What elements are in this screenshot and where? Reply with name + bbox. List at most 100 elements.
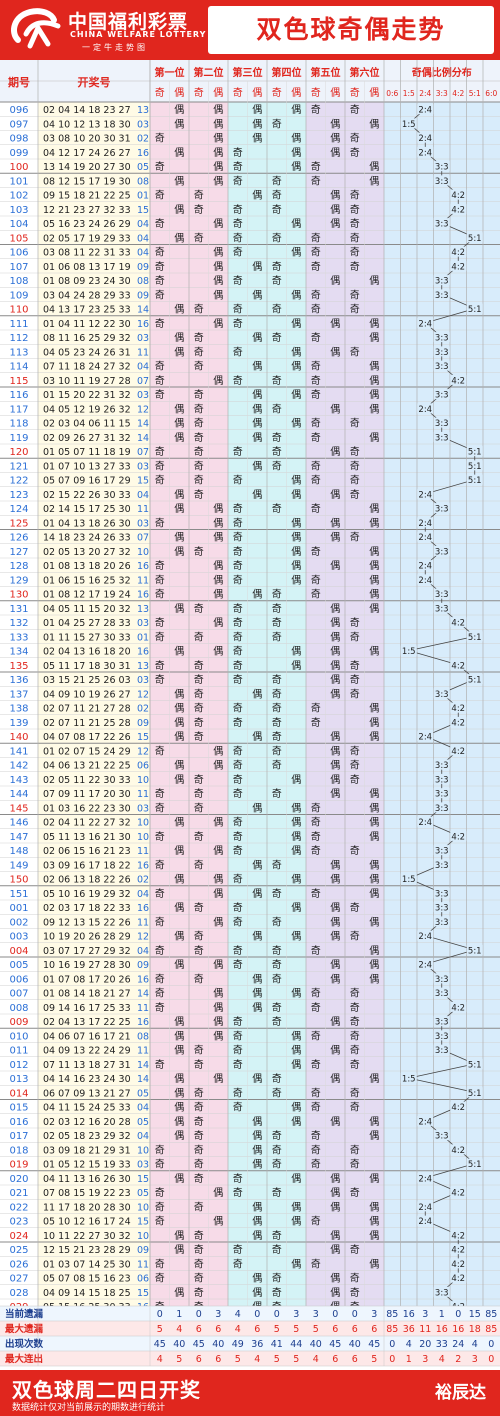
parity-mark: 偶 <box>174 730 184 743</box>
ratio-label-bg <box>400 1073 417 1084</box>
ratio-mark: 2:4 <box>418 1117 432 1127</box>
row-blue-ball: 14 <box>137 1060 149 1071</box>
stat-value: 6 <box>332 1354 338 1365</box>
parity-mark: 奇 <box>233 787 243 800</box>
ratio-mark: 2:4 <box>418 818 432 828</box>
row-issue: 123 <box>9 490 28 501</box>
parity-mark: 奇 <box>350 987 360 1000</box>
ratio-mark: 4:2 <box>451 619 465 629</box>
parity-mark: 偶 <box>252 431 262 444</box>
stat-row-bg <box>0 1336 500 1351</box>
ratio-label-bg <box>466 1058 483 1069</box>
parity-mark: 偶 <box>252 930 262 943</box>
ratio-mark: 3:3 <box>435 1018 449 1028</box>
parity-mark: 奇 <box>350 1001 360 1014</box>
parity-mark: 奇 <box>194 830 204 843</box>
parity-mark: 偶 <box>291 1172 301 1185</box>
row-issue: 105 <box>9 233 28 244</box>
ratio-label-bg <box>466 303 483 314</box>
parity-mark: 偶 <box>369 887 379 900</box>
ratio-mark: 4:2 <box>451 191 465 201</box>
parity-mark: 偶 <box>174 901 184 914</box>
parity-mark: 偶 <box>213 217 223 230</box>
parity-mark: 奇 <box>155 1272 165 1285</box>
ratio-mark: 2:4 <box>418 106 432 116</box>
parity-mark: 偶 <box>369 1257 379 1270</box>
parity-mark: 奇 <box>311 816 321 829</box>
ratio-mark: 3:3 <box>435 775 449 785</box>
ratio-mark: 3:3 <box>435 433 449 443</box>
parity-mark: 偶 <box>291 773 301 786</box>
row-issue: 010 <box>9 1031 28 1042</box>
row-issue: 014 <box>9 1088 28 1099</box>
row-issue: 027 <box>9 1274 28 1285</box>
stat-value: 4 <box>254 1354 260 1365</box>
parity-mark: 奇 <box>272 260 282 273</box>
parity-mark: 奇 <box>155 1001 165 1014</box>
parity-mark: 偶 <box>213 559 223 572</box>
parity-mark: 奇 <box>155 1257 165 1270</box>
parity-mark: 偶 <box>174 1115 184 1128</box>
parity-mark: 偶 <box>174 545 184 558</box>
parity-mark: 奇 <box>350 1243 360 1256</box>
row-blue-ball: 05 <box>137 1088 149 1099</box>
row-red-balls: 13 14 19 20 27 30 <box>43 162 131 173</box>
parity-mark: 奇 <box>155 944 165 957</box>
row-issue: 132 <box>9 618 28 629</box>
header-even: 偶 <box>174 86 184 99</box>
parity-mark: 奇 <box>194 673 204 686</box>
row-blue-ball: 10 <box>137 775 149 786</box>
row-blue-ball: 11 <box>137 1259 149 1270</box>
row-red-balls: 01 03 07 14 25 30 <box>43 1259 131 1270</box>
parity-mark: 奇 <box>233 645 243 658</box>
header-ratio-3-3: 3:3 <box>436 89 448 98</box>
header-even: 偶 <box>213 86 223 99</box>
ratio-label-bg <box>450 1244 467 1255</box>
row-issue: 112 <box>9 333 28 344</box>
parity-mark: 偶 <box>291 160 301 173</box>
parity-mark: 奇 <box>272 673 282 686</box>
row-red-balls: 02 04 13 17 22 25 <box>43 1017 131 1028</box>
parity-mark: 奇 <box>311 545 321 558</box>
parity-mark: 偶 <box>252 288 262 301</box>
parity-mark: 奇 <box>350 901 360 914</box>
parity-mark: 偶 <box>174 687 184 700</box>
parity-mark: 偶 <box>252 858 262 871</box>
row-issue: 139 <box>9 718 28 729</box>
row-issue: 130 <box>9 590 28 601</box>
header-odd: 奇 <box>272 86 282 99</box>
parity-mark: 奇 <box>155 260 165 273</box>
ratio-label-bg <box>400 645 417 656</box>
row-blue-ball: 08 <box>137 276 149 287</box>
ratio-label-bg <box>466 674 483 685</box>
row-issue: 104 <box>9 219 28 230</box>
row-red-balls: 12 15 21 23 28 29 <box>43 1245 131 1256</box>
parity-mark: 奇 <box>272 331 282 344</box>
parity-mark: 偶 <box>252 488 262 501</box>
parity-mark: 奇 <box>194 659 204 672</box>
parity-mark: 偶 <box>369 573 379 586</box>
header-odd: 奇 <box>233 86 243 99</box>
stat-value: 4 <box>472 1339 478 1350</box>
row-blue-ball: 09 <box>137 290 149 301</box>
ratio-label-bg <box>417 959 434 970</box>
parity-mark: 奇 <box>311 573 321 586</box>
parity-mark: 奇 <box>194 1058 204 1071</box>
parity-mark: 偶 <box>174 1072 184 1085</box>
parity-mark: 偶 <box>330 217 340 230</box>
parity-mark: 偶 <box>369 160 379 173</box>
parity-mark: 奇 <box>194 189 204 202</box>
parity-mark: 偶 <box>369 431 379 444</box>
stat-value: 6 <box>254 1324 260 1335</box>
logo-english-text: CHINA WELFARE LOTTERY <box>70 30 207 39</box>
parity-mark: 奇 <box>311 360 321 373</box>
ratio-label-bg <box>466 944 483 955</box>
parity-mark: 奇 <box>311 431 321 444</box>
parity-mark: 奇 <box>350 687 360 700</box>
ratio-mark: 3:3 <box>435 804 449 814</box>
row-blue-ball: 13 <box>137 105 149 116</box>
parity-mark: 偶 <box>252 132 262 145</box>
ratio-mark: 4:2 <box>451 248 465 258</box>
ratio-label-bg <box>433 161 450 172</box>
parity-mark: 奇 <box>272 630 282 643</box>
